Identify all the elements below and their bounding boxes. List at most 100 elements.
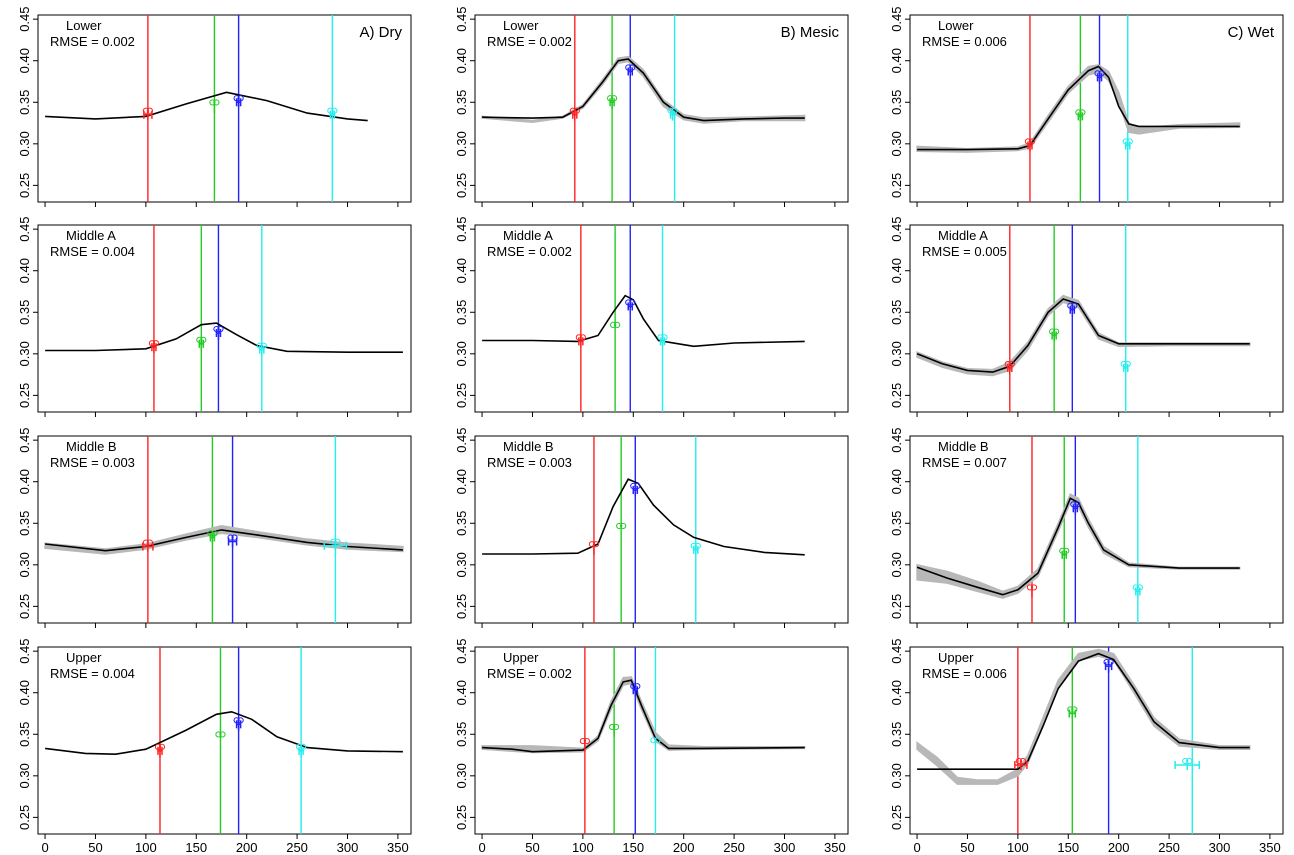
x-tick-label: 100 (572, 840, 594, 855)
point-marker (158, 743, 166, 750)
x-tick-label: 300 (774, 840, 796, 855)
panel-4-3: 0.25 0.30 0.35 0.40 0.45 0 50 100 150 200 250 300 35… (889, 638, 1284, 855)
point-marker (1019, 757, 1026, 765)
point-marker (213, 325, 220, 333)
panel-title: Middle A (938, 228, 988, 243)
x-tick-label: 200 (1108, 840, 1130, 855)
point-marker (227, 534, 234, 541)
red-point (1004, 360, 1015, 375)
red-point (569, 107, 580, 121)
y-tick-label: 0.35 (454, 90, 469, 115)
green-point (1049, 328, 1060, 342)
point-marker (607, 95, 614, 102)
point-marker (142, 539, 149, 546)
point-marker (1067, 302, 1074, 309)
blue-point (1067, 302, 1078, 317)
green-point (215, 731, 226, 738)
point-marker (1075, 109, 1082, 116)
y-tick-label: 0.35 (454, 300, 469, 325)
rmse-label: RMSE = 0.002 (50, 34, 135, 49)
point-marker (331, 107, 338, 114)
point-marker (237, 95, 244, 102)
plot-frame (37, 435, 412, 624)
x-tick-label: 0 (41, 840, 48, 855)
y-tick-label: 0.30 (17, 552, 32, 577)
y-tick-label: 0.45 (889, 6, 904, 31)
point-marker (146, 107, 153, 114)
red-point (579, 737, 590, 752)
point-marker (650, 737, 657, 744)
point-marker (588, 541, 596, 548)
point-marker (654, 737, 661, 744)
red-point (1026, 584, 1038, 598)
rmse-label: RMSE = 0.004 (50, 244, 135, 259)
point-marker (1071, 706, 1078, 713)
rmse-label: RMSE = 0.006 (922, 666, 1007, 681)
y-tick-label: 0.25 (454, 383, 469, 408)
point-marker (1071, 302, 1078, 309)
uncertainty-band (916, 648, 1251, 785)
point-marker (614, 321, 621, 328)
point-marker (1063, 547, 1070, 554)
column-tag: B) Mesic (781, 24, 840, 41)
y-tick-label: 0.40 (889, 469, 904, 494)
y-tick-label: 0.30 (454, 552, 469, 577)
panel-4-2: 0.25 0.30 0.35 0.40 0.45 0 50 100 150 200 250 300 35… (454, 638, 849, 855)
y-tick-label: 0.35 (454, 722, 469, 747)
panel-title: Upper (938, 650, 974, 665)
rmse-label: RMSE = 0.006 (922, 34, 1007, 49)
point-marker (1079, 109, 1086, 116)
fitted-curve (45, 710, 403, 756)
panel-title: Middle B (938, 439, 989, 454)
point-marker (625, 64, 632, 71)
point-marker (630, 482, 637, 490)
cyan-point (690, 542, 701, 556)
y-tick-label: 0.30 (889, 763, 904, 788)
y-tick-label: 0.35 (889, 511, 904, 536)
panel-title: Upper (66, 650, 102, 665)
point-marker (146, 539, 153, 546)
uncertainty-band (916, 294, 1251, 377)
x-tick-label: 200 (236, 840, 258, 855)
red-point (142, 539, 154, 552)
point-marker (219, 731, 226, 738)
plot-frame (474, 435, 849, 624)
x-tick-label: 150 (1057, 840, 1079, 855)
y-tick-label: 0.25 (889, 173, 904, 198)
plot-frame (909, 14, 1284, 203)
y-tick-label: 0.45 (17, 427, 32, 452)
y-tick-label: 0.30 (454, 131, 469, 156)
green-point (610, 321, 621, 328)
point-marker (620, 522, 627, 530)
point-marker (330, 538, 337, 545)
y-tick-label: 0.40 (889, 48, 904, 73)
y-tick-label: 0.35 (17, 511, 32, 536)
panel-title: Middle B (503, 439, 554, 454)
green-point (1059, 547, 1070, 562)
y-tick-label: 0.40 (17, 258, 32, 283)
red-point (1024, 138, 1036, 152)
y-tick-label: 0.40 (17, 48, 32, 73)
y-tick-label: 0.45 (454, 427, 469, 452)
rmse-label: RMSE = 0.003 (50, 455, 135, 470)
rmse-label: RMSE = 0.007 (922, 455, 1007, 470)
x-tick-label: 250 (286, 840, 308, 855)
blue-point (227, 534, 238, 548)
cyan-point (1122, 138, 1133, 152)
y-tick-label: 0.45 (454, 216, 469, 241)
y-tick-label: 0.30 (889, 341, 904, 366)
green-point (1075, 109, 1086, 123)
x-tick-label: 350 (1259, 840, 1281, 855)
x-tick-label: 350 (387, 840, 409, 855)
y-tick-label: 0.30 (17, 131, 32, 156)
blue-point (1070, 501, 1081, 515)
plot-frame (474, 14, 849, 203)
y-tick-label: 0.40 (17, 469, 32, 494)
blue-point (233, 95, 244, 108)
x-tick-label: 300 (337, 840, 359, 855)
